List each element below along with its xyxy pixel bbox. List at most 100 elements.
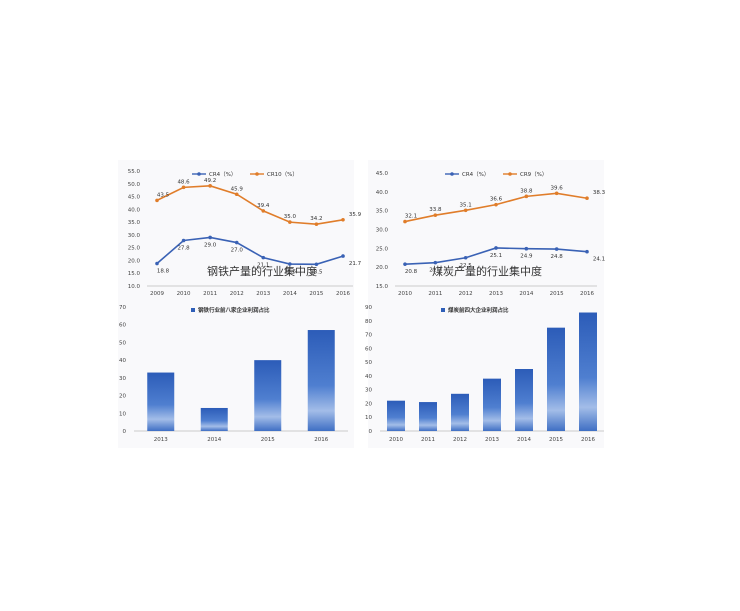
chart1-series-1-data-label: 18.6 [284, 269, 297, 275]
chart3-x-tick-label: 2014 [207, 437, 221, 443]
chart1-x-tick-label: 2011 [203, 291, 217, 297]
chart2-y-tick-label: 30.0 [376, 228, 389, 234]
chart2-series-2-data-label: 32.1 [405, 214, 417, 220]
chart1-series-2-point [181, 185, 186, 190]
chart1-series-1-point [288, 262, 292, 266]
chart2-x-tick-label: 2013 [489, 291, 503, 297]
chart3-bar [200, 407, 228, 431]
chart2-series-1-point [554, 247, 559, 251]
chart2-series-2-point [403, 219, 407, 224]
chart2-y-tick-label: 15.0 [376, 284, 389, 290]
chart4-x-tick-label: 2016 [581, 437, 595, 443]
chart2-series-2-data-label: 38.3 [593, 190, 606, 196]
chart2-x-tick-label: 2015 [550, 291, 564, 297]
chart1-series-2-data-label: 48.6 [177, 179, 190, 185]
chart1-series-1-data-label: 29.0 [204, 242, 217, 248]
chart4-bar [387, 400, 405, 431]
chart1-series-1-point [314, 262, 319, 267]
chart4-y-tick-label: 60 [365, 346, 372, 352]
chart1-y-tick-label: 55.0 [128, 169, 141, 175]
chart2-legend-marker [450, 172, 454, 176]
chart2-series-1-data-label: 24.9 [520, 254, 533, 260]
chart1-series-1-data-label: 18.5 [310, 269, 323, 275]
chart1-x-tick-label: 2016 [336, 291, 350, 297]
chart4-bar [451, 393, 469, 431]
chart1-series-2-data-label: 34.2 [310, 216, 322, 222]
chart2-legend-label: CR4（%） [462, 171, 489, 178]
chart2-y-tick-label: 45.0 [376, 171, 389, 177]
chart2-series-2-data-label: 39.6 [551, 185, 564, 191]
chart2-series-1-point [524, 246, 529, 251]
chart2-series-1-data-label: 21.2 [429, 268, 441, 274]
chart3-y-tick-label: 60 [119, 323, 126, 329]
chart1-series-1-point [208, 235, 212, 240]
chart3-x-tick-label: 2013 [154, 437, 168, 443]
chart1-x-tick-label: 2010 [177, 291, 191, 297]
chart3-y-tick-label: 20 [119, 394, 126, 400]
chart2-series-2-point [524, 194, 529, 199]
chart2-series-1-data-label: 22.5 [460, 263, 473, 269]
chart1-series-2-point [234, 192, 239, 197]
chart3-bar [147, 372, 175, 431]
chart2-series-2-point [433, 213, 438, 217]
chart2-y-tick-label: 35.0 [376, 209, 389, 215]
chart4-bar [515, 369, 533, 431]
chart3-legend-label: 钢铁行业前八家企业利润占比 [198, 306, 270, 314]
chart2-series-2-point [494, 202, 498, 207]
chart4-y-tick-label: 90 [365, 305, 372, 311]
chart1-series-1-data-label: 27.0 [231, 248, 244, 254]
chart1-x-tick-label: 2012 [230, 291, 244, 297]
chart4-bar [483, 378, 501, 431]
chart1-series-2-point [314, 222, 319, 226]
chart4-legend-label: 煤炭前四大企业利润占比 [448, 306, 509, 314]
chart1-series-2-point [261, 209, 266, 213]
chart2-series-1-data-label: 20.8 [405, 269, 418, 275]
chart1-series-1-point [181, 238, 186, 243]
chart2-x-tick-label: 2012 [459, 291, 473, 297]
chart2-series-2-point [554, 191, 559, 196]
chart3-y-tick-label: 0 [123, 429, 127, 435]
chart2-series-1-data-label: 24.1 [593, 257, 605, 263]
chart1-series-1-point [341, 254, 345, 258]
chart4-bar [547, 327, 565, 431]
chart3-legend-swatch [191, 308, 195, 312]
chart2-y-tick-label: 20.0 [376, 265, 389, 271]
chart3-y-tick-label: 10 [119, 411, 126, 417]
chart3-y-tick-label: 40 [119, 358, 126, 364]
chart1-series-1-point [155, 261, 159, 266]
chart1-series-1-data-label: 27.8 [177, 246, 190, 252]
chart4-x-tick-label: 2015 [549, 437, 563, 443]
chart1-title: 钢铁产量的行业集中度 [207, 264, 317, 278]
chart2-series-2-data-label: 35.1 [460, 202, 472, 208]
chart4-y-tick-label: 10 [365, 415, 372, 421]
chart2-title: 煤炭产量的行业集中度 [432, 264, 542, 278]
chart1-legend-label: CR4（%） [209, 171, 236, 178]
chart4-y-tick-label: 70 [365, 333, 372, 339]
chart2-x-tick-label: 2016 [580, 291, 594, 297]
chart2-series-1-point [403, 262, 407, 266]
chart2-series-2-data-label: 38.8 [520, 188, 533, 194]
chart1-x-tick-label: 2014 [283, 291, 297, 297]
chart4-legend-swatch [441, 308, 445, 312]
chart4-y-tick-label: 40 [365, 374, 372, 380]
chart4-bar [579, 312, 597, 431]
chart4-y-tick-label: 0 [369, 429, 373, 435]
chart4-bar [419, 402, 437, 431]
chart1-legend-label: CR10（%） [267, 171, 298, 178]
chart4-x-tick-label: 2013 [485, 437, 499, 443]
chart1-series-1-data-label: 21.1 [257, 263, 269, 269]
chart1-series-2-data-label: 39.4 [257, 203, 270, 209]
chart2-x-tick-label: 2010 [398, 291, 412, 297]
chart1-y-tick-label: 40.0 [128, 207, 141, 213]
chart2-y-tick-label: 40.0 [376, 190, 389, 196]
chart1-y-tick-label: 15.0 [128, 271, 141, 277]
chart2-series-1-point [585, 249, 589, 254]
chart1-series-2-point [288, 220, 292, 224]
chart4-x-tick-label: 2010 [389, 437, 403, 443]
chart2-series-2-point [585, 196, 589, 201]
chart1-y-tick-label: 25.0 [128, 246, 141, 252]
chart1-series-2-line [156, 185, 344, 225]
chart1-series-2-data-label: 49.2 [204, 178, 216, 184]
chart3-y-tick-label: 50 [119, 340, 126, 346]
